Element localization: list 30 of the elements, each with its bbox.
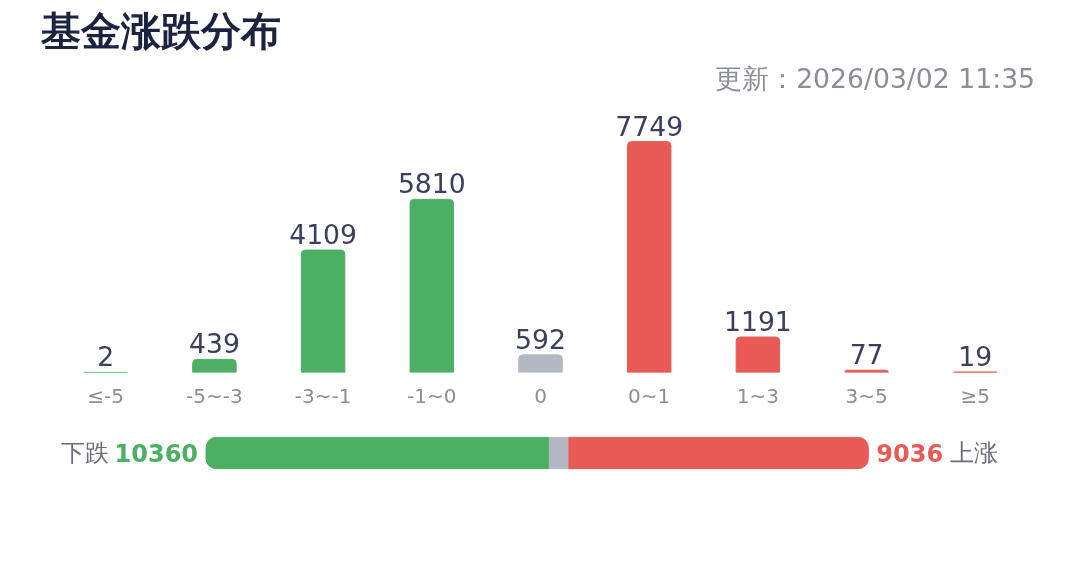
x-tick-label: 3~5 bbox=[845, 383, 888, 408]
text: 下跌 bbox=[61, 439, 110, 467]
data-label: 7749 bbox=[615, 110, 684, 142]
bar bbox=[409, 198, 455, 373]
x-tick-label: -3~-1 bbox=[294, 383, 352, 408]
chart-title: 基金涨跌分布 bbox=[39, 7, 281, 54]
x-tick-label: -1~0 bbox=[407, 383, 457, 408]
data-label: 4109 bbox=[289, 219, 358, 251]
x-tick-label: 0~1 bbox=[628, 383, 671, 408]
data-label: 592 bbox=[515, 323, 566, 355]
text: 上涨 bbox=[950, 439, 999, 467]
x-tick-label: 0 bbox=[534, 383, 547, 408]
data-label: 5810 bbox=[397, 168, 466, 200]
x-tick-label: -5~-3 bbox=[186, 383, 243, 408]
data-label: 10360 bbox=[114, 440, 199, 468]
data-label: 2 bbox=[97, 341, 115, 373]
text: 更新：2026/03/02 11:35 bbox=[715, 62, 1036, 94]
bar bbox=[735, 336, 781, 373]
data-label: 77 bbox=[849, 339, 884, 371]
data-label: 439 bbox=[188, 328, 240, 360]
bar bbox=[626, 141, 672, 373]
data-label: 1191 bbox=[723, 306, 792, 338]
data-label: 9036 bbox=[876, 440, 944, 468]
x-tick-label: 1~3 bbox=[736, 383, 780, 408]
bar bbox=[518, 354, 563, 373]
data-label: 19 bbox=[958, 340, 993, 372]
bar bbox=[300, 249, 346, 373]
bar bbox=[192, 358, 237, 373]
x-tick-label: ≤-5 bbox=[87, 383, 125, 408]
x-tick-label: ≥5 bbox=[960, 383, 991, 408]
